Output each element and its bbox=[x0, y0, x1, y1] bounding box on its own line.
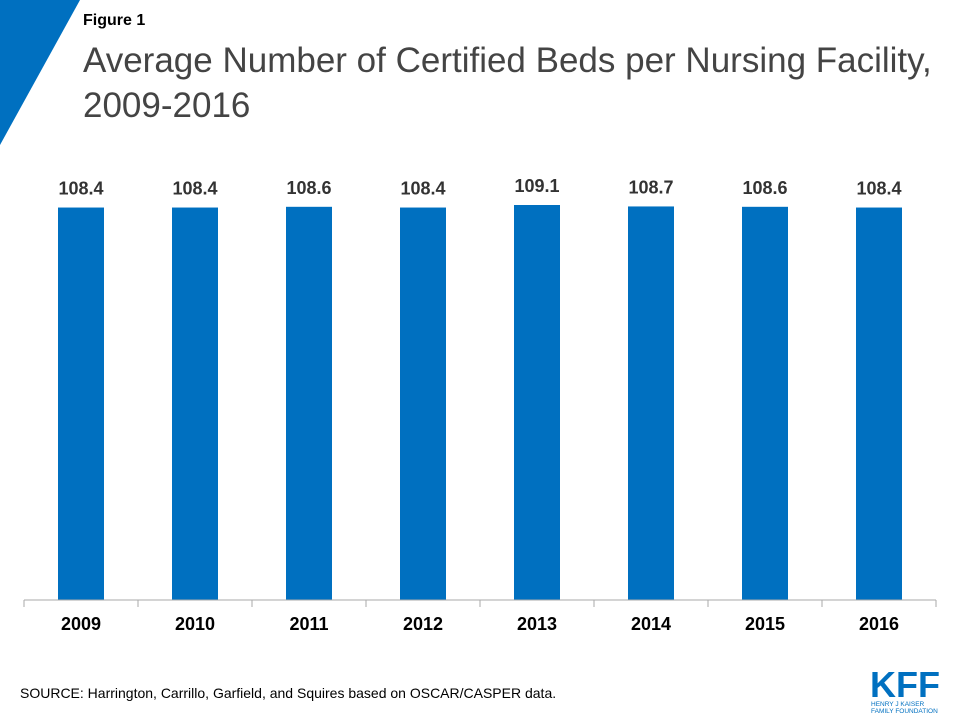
data-label-2016: 108.4 bbox=[856, 179, 901, 199]
bar-2015 bbox=[742, 206, 788, 600]
data-label-2011: 108.6 bbox=[286, 178, 331, 198]
figure-label: Figure 1 bbox=[83, 12, 146, 29]
logo-line-1: HENRY J KAISER bbox=[871, 701, 925, 708]
bar-2012 bbox=[400, 207, 446, 601]
kff-logo: KFF HENRY J KAISER FAMILY FOUNDATION bbox=[870, 665, 940, 715]
data-label-2012: 108.4 bbox=[400, 179, 445, 199]
bar-2011 bbox=[286, 206, 332, 600]
corner-accent-triangle bbox=[0, 0, 80, 145]
x-tick-label-2015: 2015 bbox=[745, 614, 785, 634]
data-label-2013: 109.1 bbox=[514, 176, 559, 196]
chart-title: Average Number of Certified Beds per Nur… bbox=[83, 41, 932, 125]
data-label-2009: 108.4 bbox=[58, 179, 103, 199]
bar-2016 bbox=[856, 207, 902, 601]
bar-2014 bbox=[628, 206, 674, 600]
x-tick-label-2010: 2010 bbox=[175, 614, 215, 634]
x-tick-label-2016: 2016 bbox=[859, 614, 899, 634]
data-label-2015: 108.6 bbox=[742, 178, 787, 198]
x-tick-label-2009: 2009 bbox=[61, 614, 101, 634]
data-label-2010: 108.4 bbox=[172, 179, 217, 199]
bar-2013 bbox=[514, 205, 560, 600]
x-tick-label-2012: 2012 bbox=[403, 614, 443, 634]
source-note: SOURCE: Harrington, Carrillo, Garfield, … bbox=[20, 685, 557, 701]
bar-2009 bbox=[58, 207, 104, 601]
bar-2010 bbox=[172, 207, 218, 601]
bar-chart: 108.4 2009 108.4 2010 108.6 2011 108.4 2012 109.… bbox=[23, 176, 937, 634]
logo-line-2: FAMILY FOUNDATION bbox=[871, 708, 938, 715]
data-label-2014: 108.7 bbox=[628, 177, 673, 197]
logo-wordmark: KFF bbox=[870, 665, 940, 705]
x-tick-label-2014: 2014 bbox=[631, 614, 671, 634]
x-tick-label-2013: 2013 bbox=[517, 614, 557, 634]
x-tick-label-2011: 2011 bbox=[289, 614, 328, 634]
